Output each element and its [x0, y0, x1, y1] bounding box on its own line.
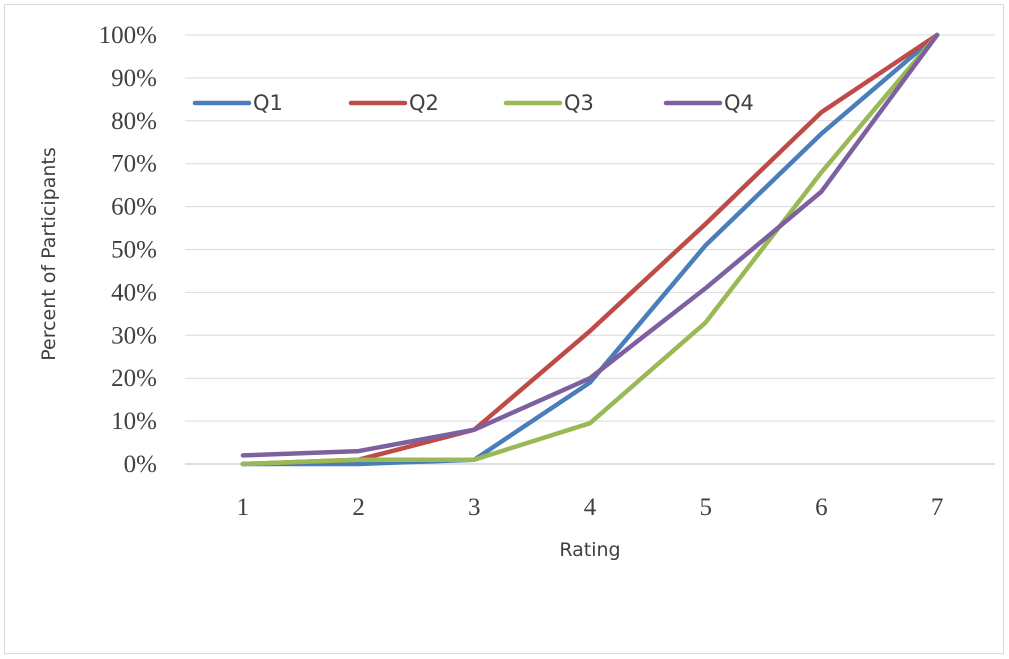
series-line-q1 [240, 32, 940, 467]
y-tick-label: 50% [111, 237, 157, 264]
legend-label-q2: Q2 [409, 91, 439, 115]
gridlines [185, 34, 995, 465]
series-line-q3 [240, 32, 940, 467]
legend-label-q1: Q1 [253, 91, 283, 115]
x-tick-label: 3 [468, 494, 481, 521]
y-tick-label: 40% [111, 279, 157, 306]
x-tick-label: 1 [237, 494, 250, 521]
x-tick-label: 2 [352, 494, 365, 521]
x-tick-label: 4 [584, 494, 597, 521]
x-tick-label: 5 [699, 494, 712, 521]
x-axis-title: Rating [559, 539, 620, 561]
y-tick-label: 10% [111, 408, 157, 435]
series-line-q4 [240, 32, 940, 458]
x-tick-label: 6 [815, 494, 828, 521]
y-tick-label: 30% [111, 322, 157, 349]
y-tick-label: 0% [124, 451, 157, 478]
chart-frame: 0% 10% 20% 30% 40% 50% 60% 70% 80% 90% 100% 1 2 3 4 5 6… [4, 4, 1004, 654]
series-lines [240, 32, 940, 467]
x-tick-label: 7 [931, 494, 944, 521]
y-tick-label: 90% [111, 65, 157, 92]
y-axis-title: Percent of Participants [38, 147, 60, 361]
line-chart: 0% 10% 20% 30% 40% 50% 60% 70% 80% 90% 100% 1 2 3 4 5 6… [38, 22, 995, 561]
legend-label-q4: Q4 [724, 91, 754, 115]
x-axis-ticks: 1 2 3 4 5 6 7 [237, 494, 944, 521]
y-tick-label: 100% [99, 22, 157, 49]
legend: Q1 Q2 Q3 Q4 [192, 91, 754, 115]
y-tick-label: 80% [111, 108, 157, 135]
y-axis-ticks: 0% 10% 20% 30% 40% 50% 60% 70% 80% 90% 100% [99, 22, 157, 478]
legend-label-q3: Q3 [564, 91, 594, 115]
y-tick-label: 60% [111, 194, 157, 221]
y-tick-label: 70% [111, 151, 157, 178]
y-tick-label: 20% [111, 365, 157, 392]
